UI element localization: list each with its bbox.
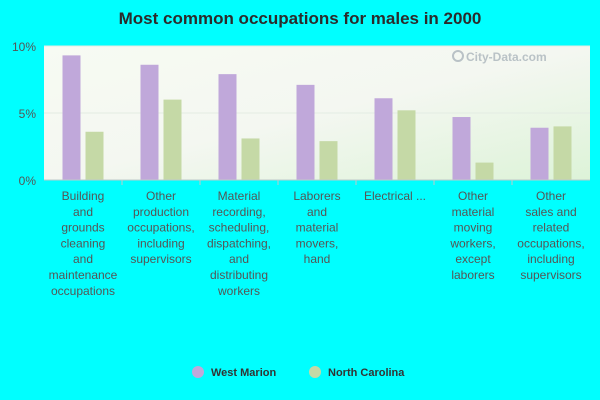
watermark-search-icon	[452, 50, 464, 62]
y-tick-label: 5%	[19, 107, 37, 121]
gridlines	[44, 45, 590, 114]
category-label: Electrical ...	[364, 189, 426, 203]
legend-swatch	[309, 366, 321, 378]
bar-north-carolina	[319, 141, 338, 180]
bar-west-marion	[530, 127, 549, 180]
legend-label: North Carolina	[328, 367, 405, 379]
bar-west-marion	[452, 117, 471, 180]
y-tick-label: 0%	[19, 174, 37, 188]
x-axis-ticks	[121, 180, 513, 185]
bar-west-marion	[374, 98, 393, 180]
watermark: City-Data.com	[452, 50, 547, 64]
bar-north-carolina	[553, 126, 572, 180]
category-label: Building and grounds cleaning and maintenance…	[49, 189, 118, 298]
bar-west-marion	[62, 55, 81, 180]
category-label: Material recording, scheduling, dispatching…	[207, 189, 271, 298]
y-axis-ticks: 0% 5% 10%	[12, 40, 36, 188]
watermark-text: City-Data.com	[466, 50, 547, 64]
category-label: Laborers and material movers, hand	[293, 189, 340, 266]
bars	[62, 55, 572, 180]
legend-label: West Marion	[211, 367, 276, 379]
bar-north-carolina	[475, 162, 494, 180]
category-labels: Building and grounds cleaning and maintenance…	[49, 189, 585, 298]
category-label: Other sales and related occupations, includi…	[517, 189, 584, 282]
bar-north-carolina	[241, 138, 260, 180]
bar-west-marion	[140, 64, 159, 180]
category-label: Other production occupations, including supe…	[127, 189, 194, 266]
category-label: Other material moving workers, except laborer…	[449, 189, 495, 282]
chart-title: Most common occupations for males in 200…	[119, 9, 482, 28]
bar-west-marion	[296, 84, 315, 180]
legend: West Marion North Carolina	[192, 366, 405, 379]
bar-north-carolina	[163, 99, 182, 180]
bar-west-marion	[218, 74, 237, 180]
y-tick-label: 10%	[12, 40, 36, 54]
bar-north-carolina	[85, 131, 104, 180]
legend-swatch	[192, 366, 204, 378]
bar-north-carolina	[397, 110, 416, 180]
